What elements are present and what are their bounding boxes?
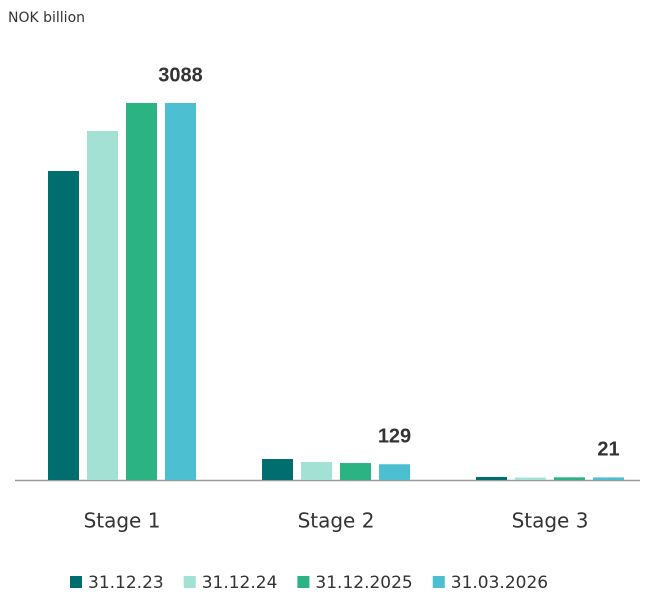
bar: [87, 130, 118, 480]
legend-label: 31.12.24: [202, 573, 278, 593]
legend-swatch: [297, 576, 310, 588]
legend-label: 31.03.2026: [451, 573, 548, 593]
bar: [476, 476, 507, 480]
legend-swatch: [432, 576, 445, 588]
legend-label: 31.12.2025: [315, 573, 412, 593]
data-label: 3088: [158, 64, 203, 86]
data-label: 21: [597, 439, 619, 461]
x-tick-label: Stage 2: [298, 509, 375, 533]
bar: [48, 171, 79, 480]
bar: [340, 463, 371, 480]
x-tick-label: Stage 1: [84, 509, 161, 533]
chart-title: NOK billion: [8, 10, 85, 26]
bar: [301, 462, 332, 480]
bar: [515, 477, 546, 480]
legend-swatch: [183, 576, 196, 588]
x-tick-label: Stage 3: [512, 509, 589, 533]
bar: [165, 103, 196, 480]
bar: [126, 103, 157, 480]
legend-swatch: [70, 576, 82, 588]
bar: [554, 477, 585, 480]
bar: [593, 477, 624, 480]
bar: [262, 459, 293, 480]
data-label: 129: [378, 426, 411, 448]
legend-label: 31.12.23: [88, 573, 164, 593]
bar: [379, 464, 410, 480]
